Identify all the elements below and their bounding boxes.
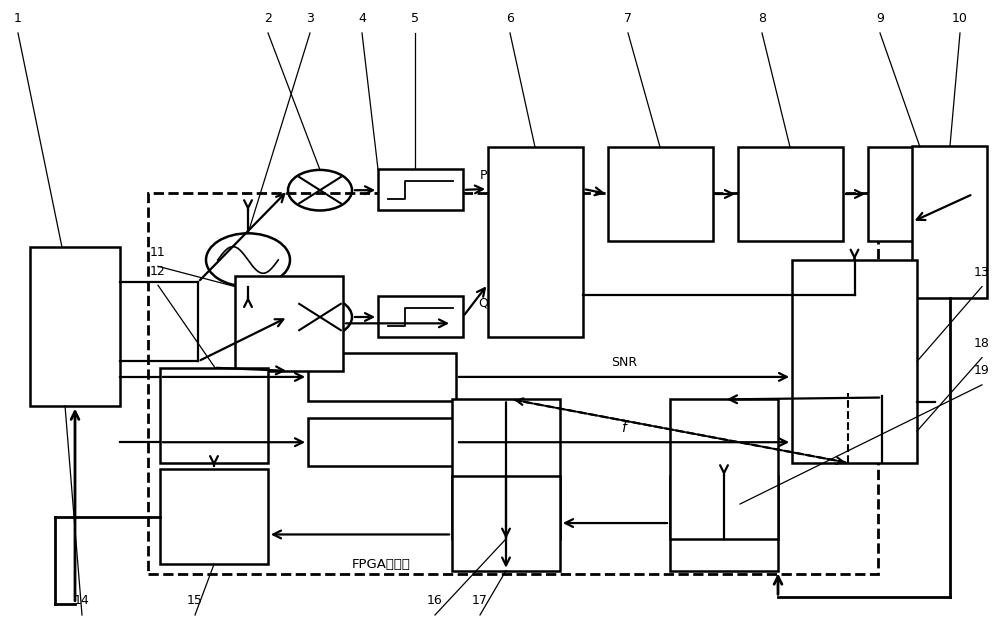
FancyBboxPatch shape: [670, 399, 778, 539]
Text: 10: 10: [952, 12, 968, 25]
FancyBboxPatch shape: [738, 147, 843, 241]
FancyBboxPatch shape: [148, 193, 878, 574]
Text: Q: Q: [478, 296, 488, 309]
FancyBboxPatch shape: [30, 247, 120, 406]
Text: 14: 14: [74, 594, 90, 607]
FancyBboxPatch shape: [235, 276, 343, 371]
Text: 6: 6: [506, 12, 514, 25]
FancyBboxPatch shape: [912, 146, 987, 298]
Text: 15: 15: [187, 594, 203, 607]
Text: 8: 8: [758, 12, 766, 25]
Text: SNR: SNR: [611, 356, 637, 369]
Text: 12: 12: [150, 264, 166, 278]
FancyBboxPatch shape: [452, 399, 560, 539]
Text: 13: 13: [974, 266, 990, 279]
Text: 7: 7: [624, 12, 632, 25]
Text: 18: 18: [974, 337, 990, 350]
FancyBboxPatch shape: [488, 147, 583, 337]
Text: 9: 9: [876, 12, 884, 25]
FancyBboxPatch shape: [160, 368, 268, 463]
Text: 5: 5: [411, 12, 419, 25]
Text: f: f: [622, 420, 626, 435]
FancyBboxPatch shape: [378, 169, 463, 210]
FancyBboxPatch shape: [378, 296, 463, 337]
FancyBboxPatch shape: [160, 469, 268, 564]
FancyBboxPatch shape: [608, 147, 713, 241]
FancyBboxPatch shape: [792, 260, 917, 463]
Text: 3: 3: [306, 12, 314, 25]
FancyBboxPatch shape: [670, 476, 778, 571]
FancyBboxPatch shape: [452, 476, 560, 571]
Text: 11: 11: [150, 245, 166, 259]
Text: 19: 19: [974, 364, 990, 377]
Text: 16: 16: [427, 594, 443, 607]
Text: 1: 1: [14, 12, 22, 25]
Text: 17: 17: [472, 594, 488, 607]
FancyBboxPatch shape: [308, 418, 456, 466]
FancyBboxPatch shape: [308, 353, 456, 401]
Text: 4: 4: [358, 12, 366, 25]
FancyBboxPatch shape: [868, 147, 973, 241]
Text: 2: 2: [264, 12, 272, 25]
Text: P: P: [479, 169, 487, 183]
Text: FPGA开发板: FPGA开发板: [352, 557, 411, 571]
